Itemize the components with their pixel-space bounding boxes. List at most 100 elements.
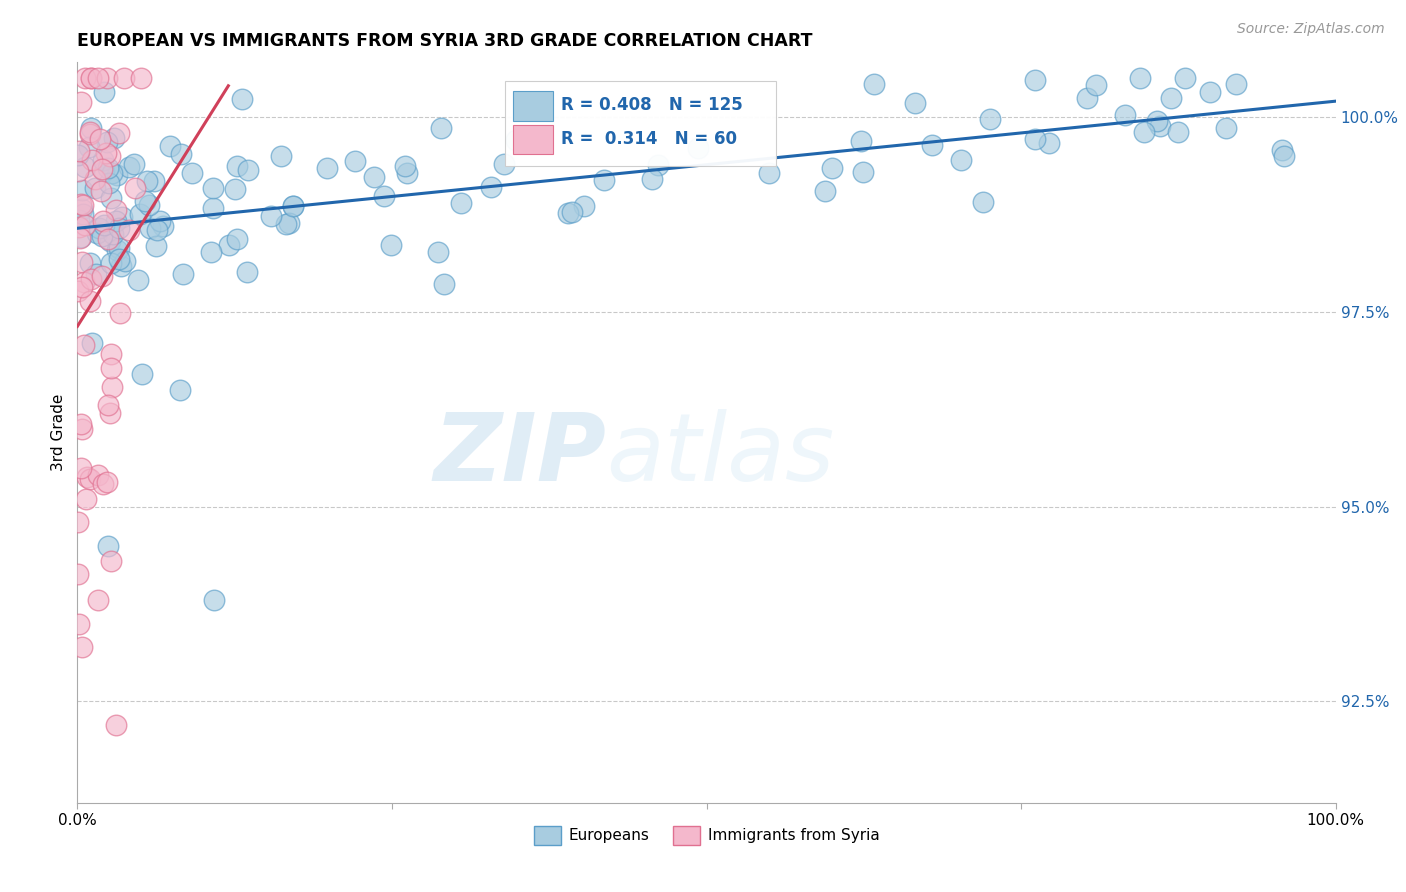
Point	[75, 219, 97, 233]
Point	[202, 201, 225, 215]
Point	[101, 380, 124, 394]
Point	[127, 273, 149, 287]
Point	[1133, 125, 1156, 139]
Point	[97, 539, 120, 553]
Point	[96, 135, 118, 149]
Point	[93, 85, 115, 99]
Point	[86, 227, 108, 241]
Point	[142, 174, 165, 188]
Point	[91, 228, 114, 243]
Point	[72, 198, 94, 212]
Point	[67, 212, 90, 227]
Point	[91, 162, 114, 177]
Point	[139, 220, 162, 235]
Point	[1215, 120, 1237, 135]
Point	[1024, 72, 1046, 87]
Point	[100, 554, 122, 568]
Point	[86, 70, 108, 85]
Point	[226, 159, 249, 173]
Point	[108, 221, 131, 235]
Point	[97, 232, 120, 246]
Point	[104, 214, 127, 228]
Point	[450, 196, 472, 211]
Point	[77, 139, 100, 153]
Point	[118, 223, 141, 237]
Point	[1160, 91, 1182, 105]
Point	[97, 177, 120, 191]
Point	[96, 70, 118, 85]
Point	[124, 157, 146, 171]
Point	[972, 194, 994, 209]
Point	[84, 267, 107, 281]
Point	[98, 149, 121, 163]
Point	[105, 202, 128, 217]
FancyBboxPatch shape	[513, 91, 553, 121]
Point	[66, 567, 89, 582]
Point	[110, 259, 132, 273]
Point	[72, 640, 94, 654]
Point	[758, 166, 780, 180]
Point	[94, 145, 117, 160]
Point	[277, 216, 299, 230]
Point	[1198, 85, 1220, 99]
Point	[67, 284, 90, 298]
Point	[152, 219, 174, 234]
Point	[80, 272, 103, 286]
Point	[97, 161, 120, 175]
Point	[101, 227, 124, 241]
Point	[647, 158, 669, 172]
Point	[84, 172, 107, 186]
Point	[1167, 125, 1189, 139]
Point	[283, 199, 305, 213]
Point	[69, 196, 91, 211]
Point	[80, 70, 103, 85]
Text: ZIP: ZIP	[433, 409, 606, 500]
Point	[89, 132, 111, 146]
Point	[688, 141, 710, 155]
Point	[1038, 136, 1060, 150]
Point	[344, 153, 367, 168]
Point	[396, 166, 419, 180]
Point	[315, 161, 337, 176]
Point	[1085, 78, 1108, 93]
Text: Source: ZipAtlas.com: Source: ZipAtlas.com	[1237, 22, 1385, 37]
Point	[87, 220, 110, 235]
Point	[373, 188, 395, 202]
Point	[98, 235, 121, 249]
Point	[73, 275, 96, 289]
Point	[91, 268, 114, 283]
Point	[380, 238, 402, 252]
Point	[479, 180, 502, 194]
Point	[1225, 77, 1247, 91]
Point	[430, 121, 453, 136]
Point	[79, 256, 101, 270]
Point	[101, 166, 124, 180]
Point	[149, 214, 172, 228]
Point	[91, 153, 114, 167]
Point	[91, 476, 114, 491]
Point	[394, 159, 416, 173]
Text: R =  0.314   N = 60: R = 0.314 N = 60	[561, 130, 737, 148]
Text: EUROPEAN VS IMMIGRANTS FROM SYRIA 3RD GRADE CORRELATION CHART: EUROPEAN VS IMMIGRANTS FROM SYRIA 3RD GR…	[77, 32, 813, 50]
Point	[560, 205, 582, 219]
Point	[87, 593, 110, 607]
Point	[202, 593, 225, 607]
Point	[90, 184, 112, 198]
Point	[93, 164, 115, 178]
Point	[100, 361, 122, 376]
Point	[75, 491, 97, 506]
Point	[112, 70, 135, 85]
Point	[79, 472, 101, 486]
Point	[363, 170, 385, 185]
Point	[72, 338, 94, 352]
Y-axis label: 3rd Grade: 3rd Grade	[51, 394, 66, 471]
Point	[1076, 90, 1098, 104]
Point	[114, 254, 136, 268]
Point	[72, 207, 94, 221]
Point	[93, 218, 115, 232]
Point	[96, 475, 118, 490]
FancyBboxPatch shape	[513, 125, 553, 154]
Point	[69, 417, 91, 431]
Text: atlas: atlas	[606, 409, 834, 500]
Point	[904, 96, 927, 111]
